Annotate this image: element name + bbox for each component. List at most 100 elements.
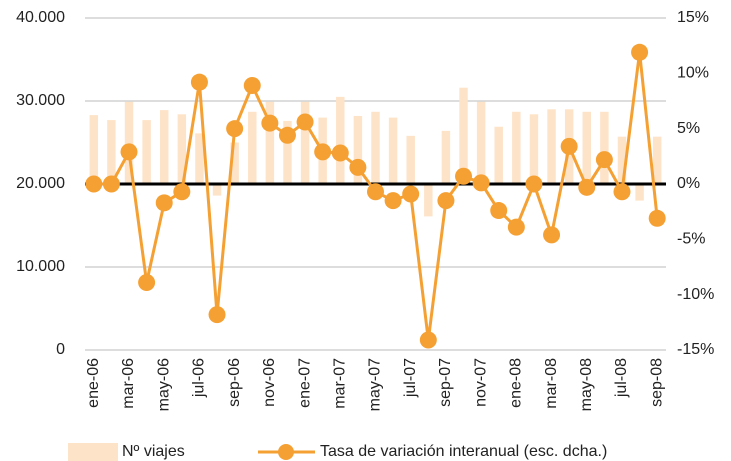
x-tick-label: sep-06 (226, 358, 243, 407)
marker (314, 143, 332, 161)
y2-tick-label: -10% (677, 286, 714, 303)
x-tick-label: jul-06 (191, 358, 208, 398)
bar (582, 111, 591, 184)
marker (490, 202, 508, 220)
y2-tick-label: 5% (677, 120, 700, 137)
bar (459, 87, 468, 184)
marker (455, 167, 473, 185)
marker (419, 331, 437, 349)
x-tick-label: ene-06 (85, 358, 102, 408)
marker (367, 183, 384, 201)
bar (300, 101, 310, 184)
legend-swatch-bar (68, 443, 118, 461)
marker (472, 174, 490, 192)
bar (547, 109, 556, 184)
plot: 0 10.000 20.000 30.000 40.000 -15% -10% -5% 0% 5%… (16, 9, 714, 411)
bar (494, 126, 503, 184)
marker (578, 178, 596, 196)
marker (384, 192, 402, 210)
bar (635, 184, 644, 201)
marker (631, 43, 649, 61)
marker (173, 183, 191, 201)
bar (265, 101, 275, 184)
x-tick-label: may-06 (155, 358, 172, 411)
x-tick-label: sep-08 (648, 358, 665, 407)
marker (560, 137, 578, 155)
y2-tick-label: 10% (677, 65, 709, 82)
y-tick-label: 30.000 (16, 92, 65, 109)
bar (617, 136, 627, 184)
x-tick-label: ene-08 (508, 358, 525, 408)
bar (283, 120, 292, 184)
x-tick-label: may-07 (367, 358, 384, 411)
y2-tick-label: -5% (677, 231, 705, 248)
bar (406, 135, 415, 184)
bar (107, 120, 116, 184)
x-tick-label: nov-07 (472, 358, 489, 407)
x-tick-label: jul-08 (613, 358, 630, 398)
marker (243, 77, 261, 95)
bar (652, 136, 662, 184)
x-tick-label: may-08 (578, 358, 595, 411)
bar (512, 111, 521, 184)
bar (441, 130, 451, 184)
x-tick-label: sep-07 (437, 358, 454, 407)
marker (102, 175, 120, 193)
legend-label: Nº viajes (122, 443, 185, 460)
bar (124, 101, 134, 184)
x-tick-label: mar-08 (543, 358, 560, 409)
x-tick-label: mar-07 (332, 358, 349, 409)
marker (261, 114, 279, 132)
bar (336, 96, 345, 184)
marker (138, 273, 156, 291)
legend-swatch-marker (278, 444, 294, 460)
marker (595, 151, 613, 169)
x-tick-label: nov-06 (261, 358, 278, 407)
bar (177, 114, 187, 184)
marker (613, 183, 631, 201)
legend: Nº viajes Tasa de variación interanual (… (68, 443, 607, 461)
marker (543, 226, 561, 244)
marker (648, 209, 666, 227)
x-tick-label: jul-07 (402, 358, 419, 398)
y-tick-label: 40.000 (16, 9, 65, 26)
bar (195, 133, 204, 184)
marker (155, 194, 173, 212)
bar (600, 111, 609, 184)
bar (371, 111, 380, 184)
y-tick-label: 20.000 (16, 175, 65, 192)
bar (160, 110, 169, 184)
marker (85, 175, 103, 193)
marker (226, 120, 244, 138)
y-tick-label: 0 (56, 341, 65, 358)
bar (388, 117, 398, 184)
bar (230, 142, 239, 184)
marker (507, 218, 525, 236)
legend-label: Tasa de variación interanual (esc. dcha.… (320, 443, 607, 460)
bar (529, 114, 539, 184)
marker (437, 192, 455, 210)
marker (208, 306, 226, 324)
y2-tick-label: 15% (677, 9, 709, 26)
marker (402, 185, 420, 203)
bar (142, 120, 151, 184)
bar (353, 115, 363, 184)
marker (296, 113, 314, 131)
bar (89, 115, 99, 184)
x-tick-label: mar-06 (120, 358, 137, 409)
marker (120, 143, 138, 161)
marker (331, 144, 349, 162)
y-tick-label: 10.000 (16, 258, 65, 275)
marker (278, 126, 296, 144)
y2-tick-label: -15% (677, 341, 714, 358)
x-tick-label: ene-07 (296, 358, 313, 408)
marker (349, 158, 367, 176)
y2-tick-label: 0% (677, 175, 700, 192)
bar (476, 101, 486, 184)
marker (525, 175, 543, 193)
bar (424, 184, 433, 217)
marker (190, 73, 208, 91)
bar (248, 111, 257, 184)
bar (212, 184, 222, 196)
